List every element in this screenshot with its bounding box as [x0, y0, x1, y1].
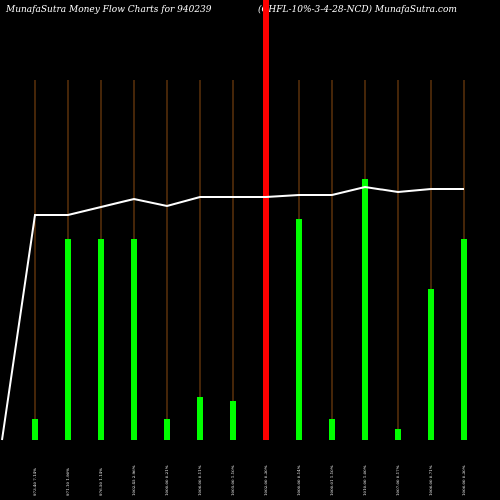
x-tick-label: 1000.01 1.10% — [329, 465, 334, 496]
x-tick-label: 1007.00 0.17% — [395, 465, 400, 496]
bar — [263, 0, 269, 440]
bar — [230, 401, 236, 440]
x-tick-label: 1002.00 0.30% — [263, 465, 268, 496]
bar — [32, 419, 38, 440]
bar — [362, 179, 368, 440]
x-tick-label: 1006.00 0.71% — [428, 465, 433, 496]
x-tick-label: 1006.00 0.30% — [461, 465, 466, 496]
chart-title: MunafaSutra Money Flow Charts for 940239 — [5, 5, 212, 15]
bar — [296, 219, 302, 440]
bar — [461, 239, 467, 440]
x-tick-label: 1010.00 1.00% — [362, 465, 367, 496]
bar — [197, 397, 203, 440]
x-tick-label: 971.10 1.90% — [65, 468, 70, 496]
x-tick-label: 1006.00 0.11% — [197, 465, 202, 496]
x-tick-label: 976.50 1.14% — [98, 468, 103, 496]
bar — [329, 419, 335, 440]
chart-subtitle: (CHFL-10%-3-4-28-NCD) MunafaSutra.com — [258, 4, 457, 15]
bar — [164, 419, 170, 440]
x-tick-label: 1000.00 0.21% — [164, 465, 169, 496]
x-tick-label: 1002.45 2.96% — [131, 465, 136, 496]
x-tick-label: 1000.00 0.14% — [296, 465, 301, 496]
bar — [428, 289, 434, 440]
bar — [98, 239, 104, 440]
x-tick-label: 1005.00 1.10% — [230, 465, 235, 496]
bar — [65, 239, 71, 440]
bar — [395, 429, 401, 440]
x-tick-label: 973.40 7.14% — [32, 468, 37, 496]
line — [1, 185, 464, 441]
bar — [131, 239, 137, 440]
